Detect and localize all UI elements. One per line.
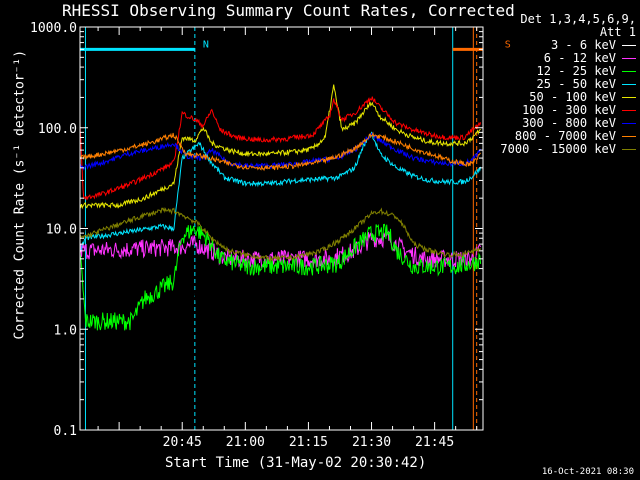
legend-swatch bbox=[622, 71, 636, 72]
series-4 bbox=[79, 84, 481, 210]
series-3 bbox=[79, 131, 482, 251]
legend-swatch bbox=[622, 97, 636, 98]
flag-label-0: N bbox=[203, 39, 209, 50]
legend-swatch bbox=[622, 58, 636, 59]
y-tick-label: 1000.0 bbox=[30, 21, 77, 36]
legend-swatch bbox=[622, 84, 636, 85]
legend-swatch bbox=[622, 136, 636, 137]
legend-swatch bbox=[622, 45, 636, 46]
series-6 bbox=[79, 132, 482, 171]
legend-entry: 800 - 7000 keV bbox=[484, 130, 638, 143]
legend-swatch bbox=[622, 149, 636, 150]
legend-label: 3 - 6 keV bbox=[550, 38, 616, 52]
x-tick-label: 21:30 bbox=[352, 435, 391, 450]
legend-entry: 25 - 50 keV bbox=[484, 78, 638, 91]
legend-entry: 100 - 300 keV bbox=[484, 104, 638, 117]
legend-swatch bbox=[622, 123, 636, 124]
legend-header-line-2: Att 1 bbox=[599, 25, 636, 39]
legend-label: 100 - 300 keV bbox=[522, 103, 616, 117]
chart-title: RHESSI Observing Summary Count Rates, Co… bbox=[62, 1, 515, 20]
generation-timestamp: 16-Oct-2021 08:30 bbox=[541, 467, 634, 477]
legend-entry: 300 - 800 keV bbox=[484, 117, 638, 130]
legend-header-line-1: Det 1,3,4,5,6,9, bbox=[520, 12, 636, 26]
legend-entry: 7000 - 15000 keV bbox=[484, 143, 638, 156]
legend-entries: 3 - 6 keV 6 - 12 keV 12 - 25 keV 25 - 50 ke… bbox=[484, 39, 638, 156]
axes-ticks: 1000.0 100.0 10.0 1.0 0.1 20:45 21:00 21:15 21:3… bbox=[30, 21, 483, 450]
legend: Det 1,3,4,5,6,9, Att 1 3 - 6 keV 6 - 12 k… bbox=[484, 13, 638, 156]
legend-label: 800 - 7000 keV bbox=[514, 129, 616, 143]
series-0 bbox=[79, 221, 431, 340]
x-tick-label: 21:00 bbox=[226, 435, 265, 450]
y-tick-label: 100.0 bbox=[38, 122, 77, 137]
y-tick-label: 0.1 bbox=[54, 424, 77, 439]
series-2 bbox=[79, 223, 482, 331]
x-tick-label: 20:45 bbox=[163, 435, 202, 450]
legend-entry: 12 - 25 keV bbox=[484, 65, 638, 78]
legend-entry: 3 - 6 keV bbox=[484, 39, 638, 52]
y-tick-label: 10.0 bbox=[46, 223, 77, 238]
legend-swatch bbox=[622, 110, 636, 111]
series-5 bbox=[79, 96, 482, 201]
legend-entry: 6 - 12 keV bbox=[484, 52, 638, 65]
legend-label: 300 - 800 keV bbox=[522, 116, 616, 130]
flag-label-1: S bbox=[505, 39, 511, 50]
legend-entry: 50 - 100 keV bbox=[484, 91, 638, 104]
series-lines bbox=[79, 84, 482, 340]
legend-label: 25 - 50 keV bbox=[536, 77, 616, 91]
legend-label: 6 - 12 keV bbox=[543, 51, 616, 65]
y-axis-label: Corrected Count Rate (s⁻¹ detector⁻¹) bbox=[12, 49, 28, 340]
x-tick-label: 21:15 bbox=[289, 435, 328, 450]
legend-label: 12 - 25 keV bbox=[536, 64, 616, 78]
series-8 bbox=[79, 206, 482, 262]
legend-label: 7000 - 15000 keV bbox=[500, 142, 616, 156]
x-axis-label: Start Time (31-May-02 20:30:42) bbox=[165, 455, 427, 471]
x-tick-label: 21:45 bbox=[415, 435, 454, 450]
series-7 bbox=[79, 131, 481, 172]
legend-label: 50 - 100 keV bbox=[529, 90, 616, 104]
y-tick-label: 1.0 bbox=[54, 323, 77, 338]
